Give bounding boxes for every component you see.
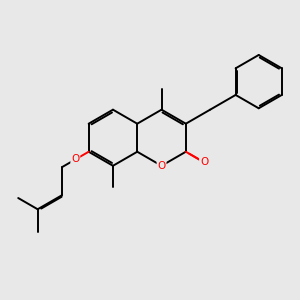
Text: O: O <box>158 161 166 171</box>
Text: O: O <box>200 157 208 167</box>
Text: O: O <box>71 154 80 164</box>
